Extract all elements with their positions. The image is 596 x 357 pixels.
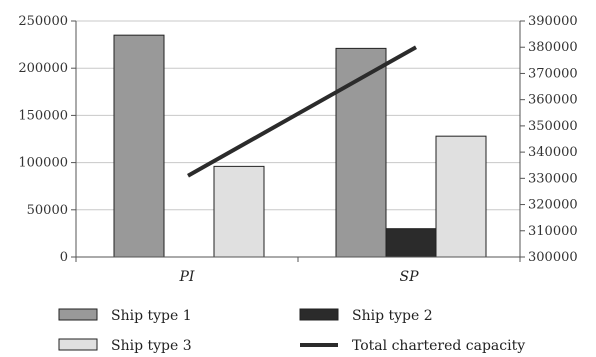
right-tick-label: 300000 (528, 250, 578, 265)
line-series (187, 45, 417, 178)
right-tick-label: 310000 (528, 224, 578, 239)
legend-swatch (58, 338, 98, 351)
left-tick-label: 100000 (18, 156, 68, 171)
bar-series (113, 34, 487, 258)
bar (213, 165, 265, 258)
legend-item: Ship type 1 (58, 308, 192, 324)
left-tick-label: 200000 (18, 61, 68, 76)
bar (435, 135, 487, 258)
category-label: PI (179, 269, 195, 285)
legend-swatch (58, 308, 98, 321)
legend-item: Ship type 3 (58, 338, 192, 354)
right-axis-ticks: 300000 310000 320000 330000 340000 350000 3600… (520, 14, 578, 265)
bar (385, 228, 437, 258)
category-labels: PI SP (179, 269, 420, 285)
bar (113, 34, 165, 258)
legend-label: Ship type 1 (111, 308, 192, 324)
right-tick-label: 380000 (528, 40, 578, 55)
left-tick-label: 50000 (27, 203, 68, 218)
axes (75, 21, 521, 262)
right-tick-label: 350000 (528, 119, 578, 134)
legend-label: Ship type 2 (352, 308, 433, 324)
left-tick-label: 250000 (18, 14, 68, 29)
total-capacity-line (187, 45, 417, 178)
legend: Ship type 1 Ship type 2 Ship type 3 Total c… (58, 308, 525, 354)
bar (335, 47, 387, 258)
legend-item: Total chartered capacity (300, 338, 525, 354)
right-tick-label: 360000 (528, 93, 578, 108)
legend-swatch (299, 308, 339, 321)
right-tick-label: 390000 (528, 14, 578, 29)
left-tick-label: 0 (60, 250, 68, 265)
right-tick-label: 340000 (528, 145, 578, 160)
right-tick-label: 320000 (528, 198, 578, 213)
left-axis-ticks: 0 50000 100000 150000 200000 250000 (18, 14, 76, 265)
right-tick-label: 330000 (528, 171, 578, 186)
right-tick-label: 370000 (528, 66, 578, 81)
left-tick-label: 150000 (18, 108, 68, 123)
legend-label: Total chartered capacity (352, 338, 525, 354)
legend-label: Ship type 3 (111, 338, 192, 354)
category-label: SP (399, 269, 419, 285)
legend-item: Ship type 2 (299, 308, 433, 324)
